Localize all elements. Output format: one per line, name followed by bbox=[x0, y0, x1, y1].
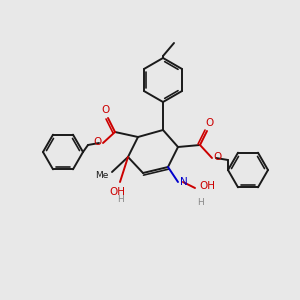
Text: H: H bbox=[196, 198, 203, 207]
Text: OH: OH bbox=[109, 187, 125, 197]
Text: N: N bbox=[180, 177, 188, 187]
Text: O: O bbox=[213, 152, 221, 162]
Text: Me: Me bbox=[94, 170, 108, 179]
Text: H: H bbox=[118, 195, 124, 204]
Text: O: O bbox=[102, 105, 110, 115]
Text: OH: OH bbox=[199, 181, 215, 191]
Text: O: O bbox=[206, 118, 214, 128]
Text: O: O bbox=[94, 137, 102, 147]
